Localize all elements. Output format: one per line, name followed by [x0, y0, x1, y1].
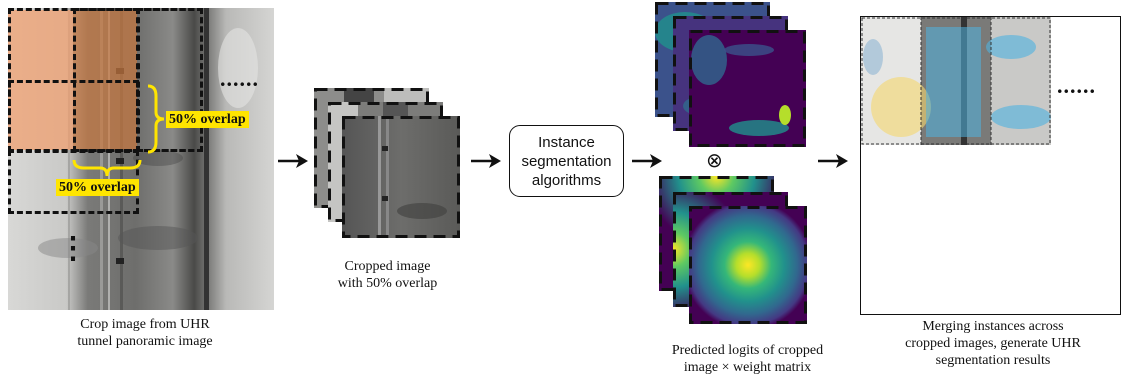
cropped-image-front: [342, 116, 460, 238]
arrow-right-icon: [632, 154, 662, 168]
caption-logits-line2: image × weight matrix: [683, 360, 812, 375]
overlap-brace-vertical: [147, 84, 165, 154]
arrow-right-icon: [471, 154, 501, 168]
caption-cropped: Cropped image with 50% overlap: [300, 258, 475, 292]
caption-logits-line1: Predicted logits of cropped: [671, 343, 824, 358]
caption-crop: Crop image from UHR tunnel panoramic ima…: [0, 316, 290, 350]
merged-segmentation-preview: [861, 17, 1051, 145]
logits-map-front: [689, 30, 806, 147]
arrow-right-icon: [278, 154, 308, 168]
weight-matrix-front: [689, 206, 807, 324]
caption-crop-line2: tunnel panoramic image: [77, 334, 213, 349]
weight-matrix-stack: [659, 176, 809, 326]
ellipsis-horizontal: ......: [220, 66, 259, 91]
merged-result-canvas: ......: [860, 16, 1121, 315]
merged-ellipsis: ......: [1057, 73, 1096, 98]
caption-merged-line1: Merging instances across: [922, 319, 1064, 334]
caption-merged-line2: cropped images, generate UHR: [905, 336, 1081, 351]
overlap-label-horizontal: 50% overlap: [56, 179, 139, 196]
overlap-label-vertical: 50% overlap: [166, 111, 249, 128]
caption-crop-line1: Crop image from UHR: [80, 317, 210, 332]
caption-merged-line3: segmentation results: [935, 353, 1051, 368]
caption-logits: Predicted logits of cropped image × weig…: [640, 342, 855, 376]
overlap-brace-horizontal: [72, 159, 142, 177]
multiply-operator-icon: ⊗: [706, 148, 723, 172]
caption-merged: Merging instances across cropped images,…: [868, 318, 1118, 369]
caption-cropped-line1: Cropped image: [344, 259, 431, 274]
crop-box-4: [8, 80, 139, 152]
algo-box-line1: Instance: [538, 133, 595, 151]
instance-segmentation-box: Instance segmentation algorithms: [509, 125, 624, 197]
arrow-right-icon: [818, 154, 848, 168]
predicted-logits-stack: [655, 2, 806, 147]
cropped-images-stack: [314, 88, 460, 240]
algo-box-line3: algorithms: [531, 171, 602, 189]
caption-cropped-line2: with 50% overlap: [337, 276, 438, 291]
panoramic-image-panel: 50% overlap 50% overlap ...... ⋮: [8, 8, 274, 310]
algo-box-line2: segmentation: [521, 152, 612, 170]
ellipsis-vertical: ⋮: [58, 232, 89, 265]
